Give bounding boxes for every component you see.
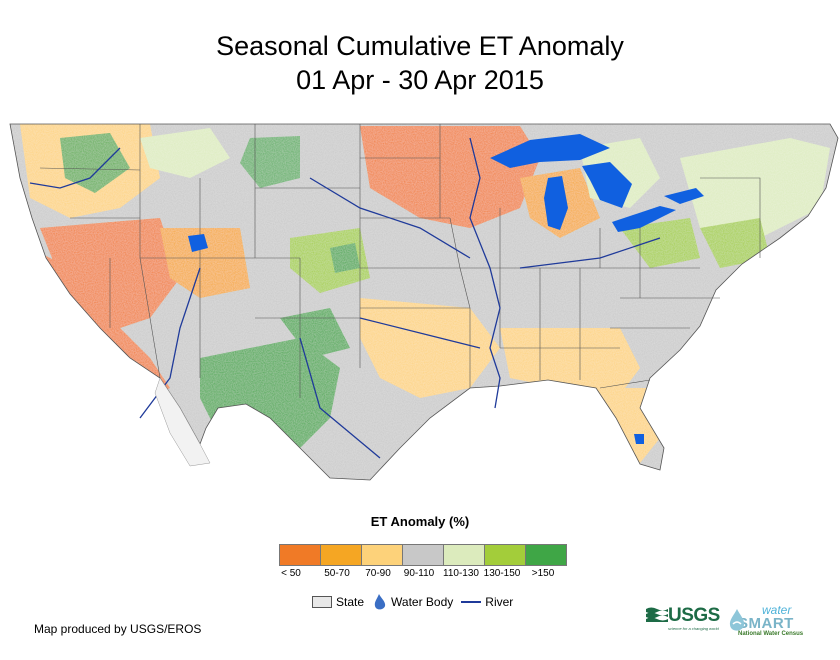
map-date-range: 01 Apr - 30 Apr 2015 [296,65,544,95]
lake-ontario [664,188,704,204]
legend-label: < 50 [281,568,301,579]
lake-okeechobee [634,434,644,444]
legend-swatch [280,545,321,565]
legend-swatch [444,545,485,565]
water-drop-logo-icon [729,609,745,631]
legend-title: ET Anomaly (%) [370,514,470,529]
watersmart-smart-text: SMART [738,615,794,632]
legend-swatch [321,545,362,565]
legend-river-label: River [485,595,514,609]
legend-swatch [485,545,526,565]
state-symbol-icon [312,596,332,608]
great-salt-lake [188,234,208,252]
state-borders [39,124,761,398]
lake-superior [490,134,610,168]
watersmart-water-text: water [762,603,792,617]
legend-water-body: Water Body [372,593,453,611]
map-credit: Map produced by USGS/EROS [34,622,202,636]
legend-label: 110-130 [443,568,479,579]
legend-label: 130-150 [483,568,521,579]
watersmart-logo: water SMART National Water Census [728,604,803,637]
lake-erie [612,206,676,232]
legend-color-bar [279,544,567,566]
legend-state-label: State [336,595,365,609]
legend-state: State [312,595,364,609]
legend-swatch [526,545,566,565]
baja-land [154,377,211,467]
et-anomaly-map [9,123,839,481]
legend-water-body-label: Water Body [391,595,454,609]
usgs-wave-icon [646,607,668,622]
water-drop-icon [374,594,386,610]
legend-label: 90-110 [403,568,435,579]
usgs-tagline: science for a changing world [668,626,719,631]
legend-river: River [461,595,513,609]
watersmart-subtitle: National Water Census [738,631,804,637]
legend-swatch [403,545,444,565]
feature-legend: State Water Body River [312,593,521,611]
lake-huron [582,162,632,208]
usgs-logo: USGS science for a changing world [646,606,720,631]
rivers [29,137,661,459]
river-line-icon [461,601,482,603]
lake-michigan [544,176,568,230]
legend-labels: < 50 50-70 70-90 90-110 110-130 130-150 … [279,568,565,582]
legend-label: 50-70 [324,568,350,579]
legend-label: >150 [531,568,555,579]
map-title: Seasonal Cumulative ET Anomaly [216,31,624,61]
legend-label: 70-90 [365,568,391,579]
water-bodies [188,134,704,444]
usgs-wordmark: USGS [668,605,720,626]
legend-swatch [362,545,403,565]
